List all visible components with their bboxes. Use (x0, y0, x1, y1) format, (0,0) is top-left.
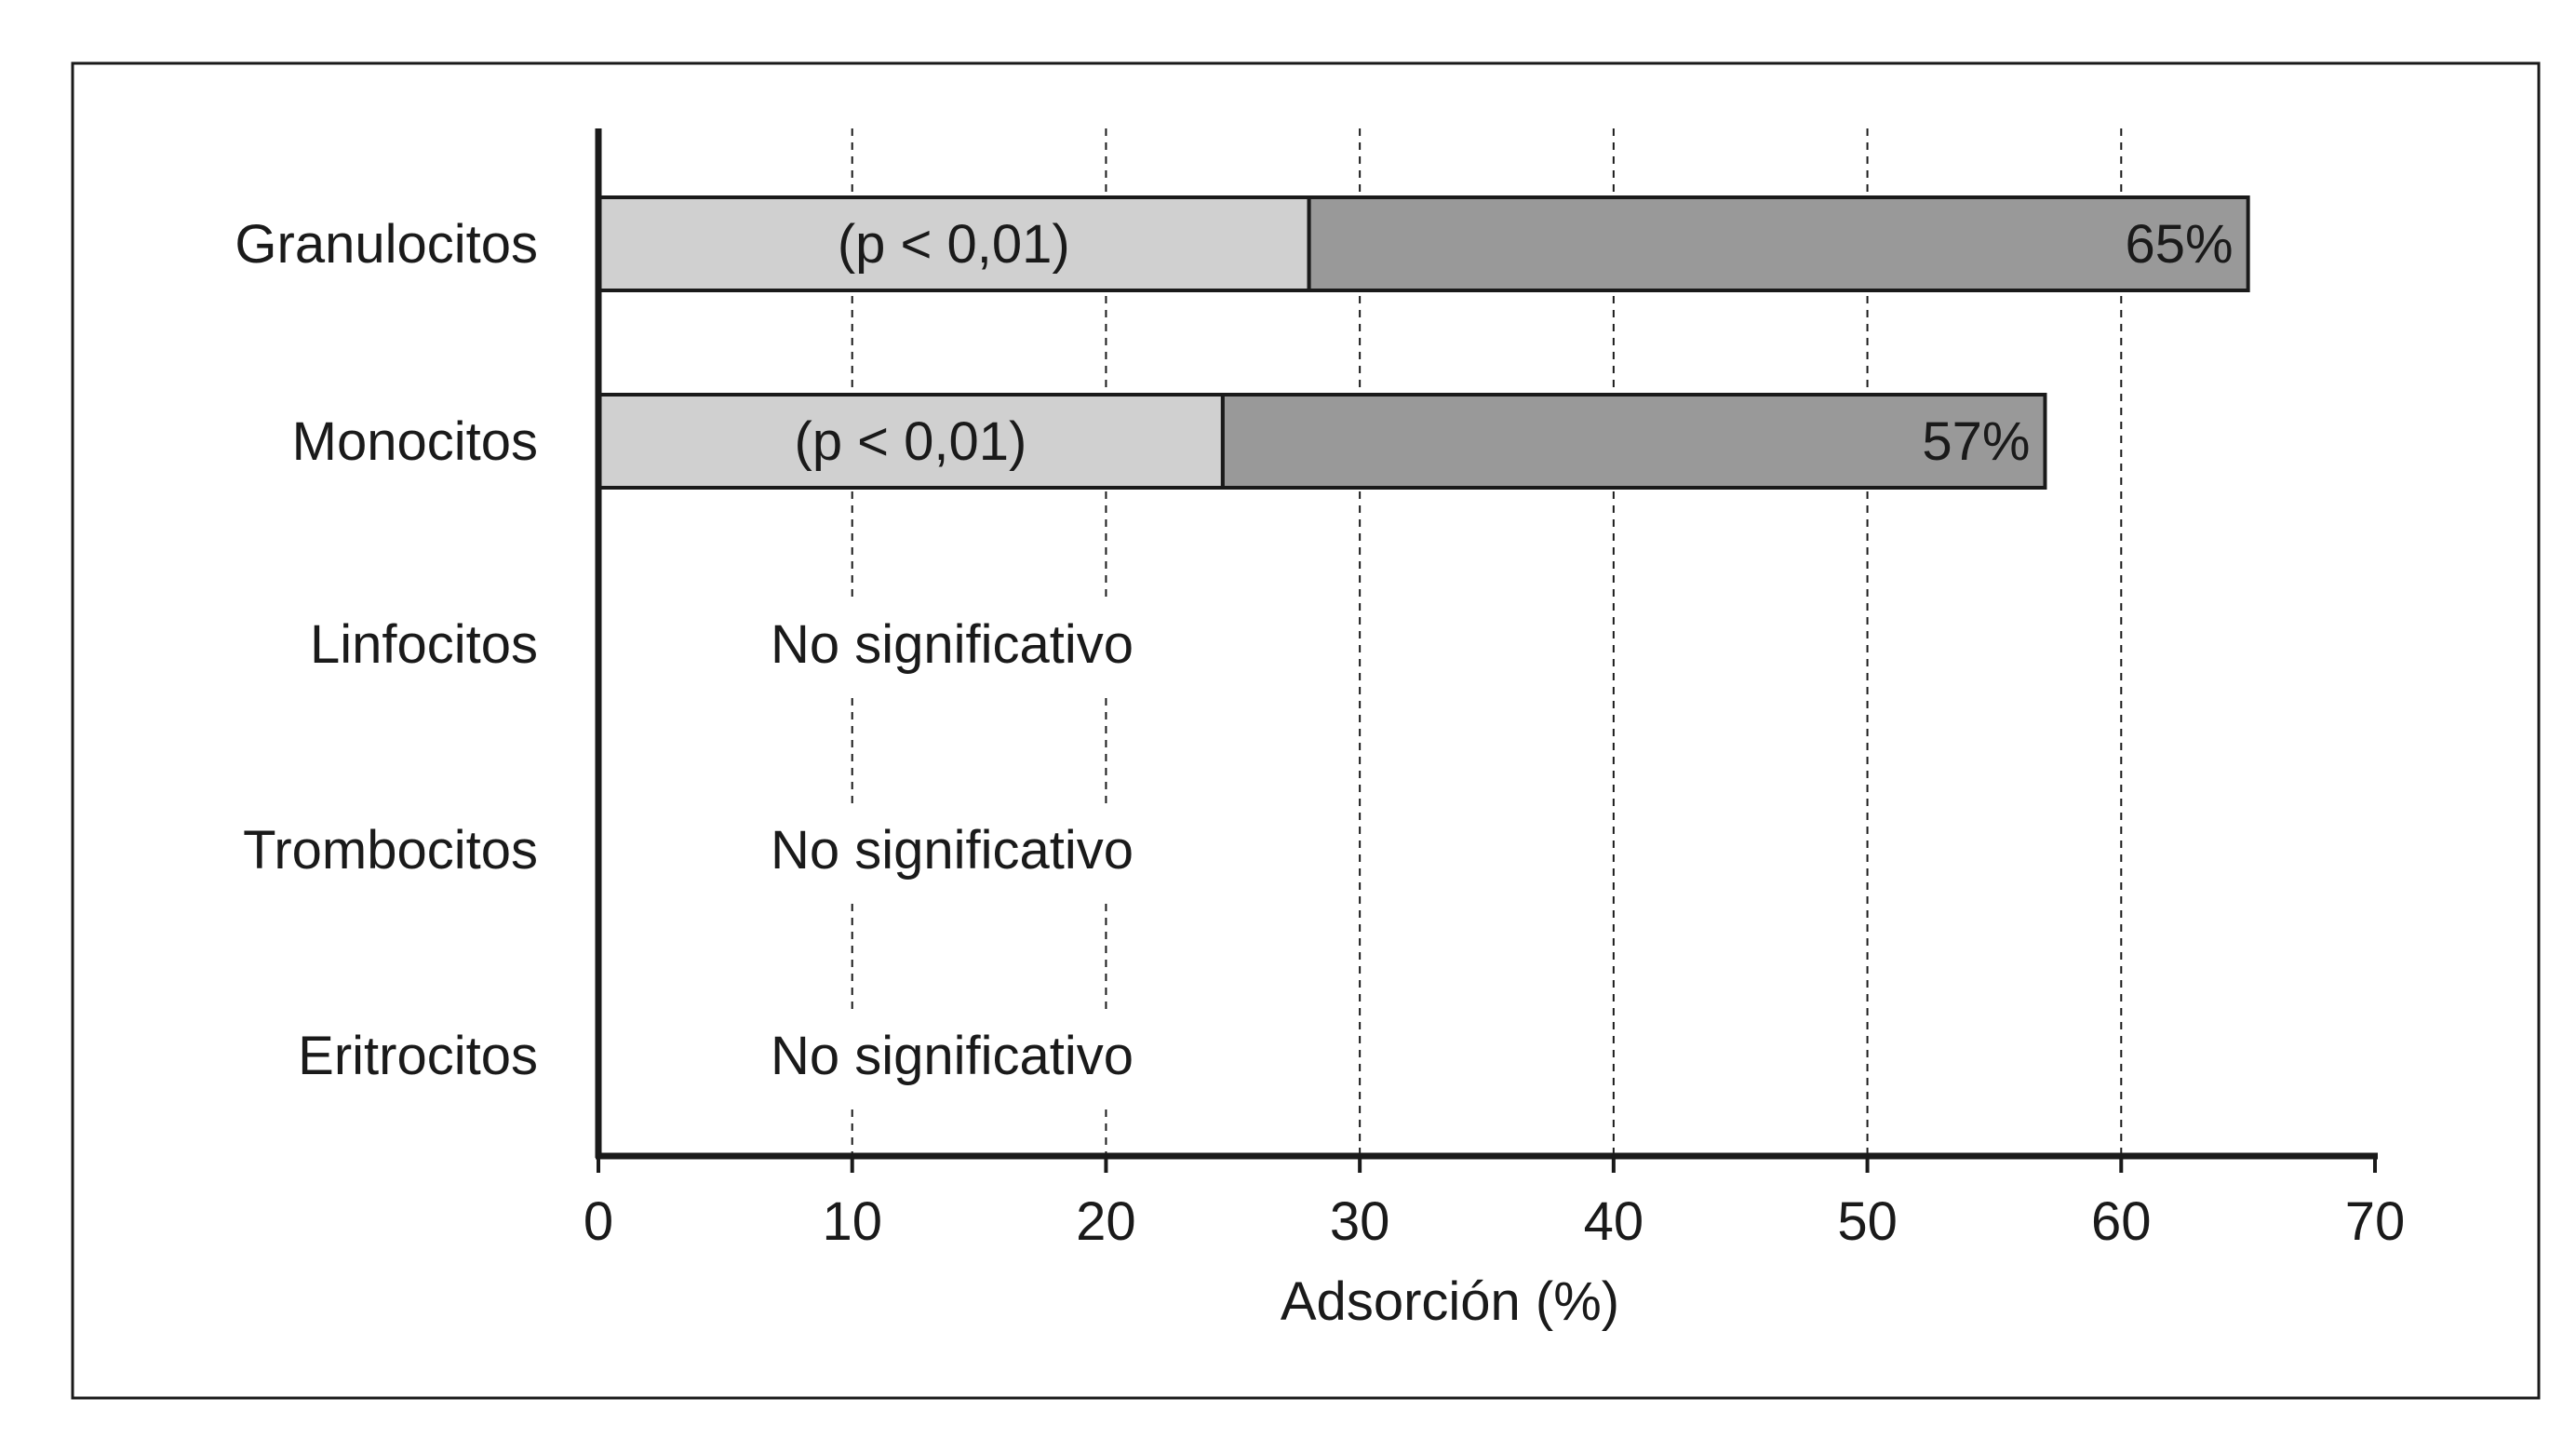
x-axis-label: Adsorción (%) (1281, 1271, 1619, 1332)
bar-total-label: 57% (1922, 411, 2030, 472)
bar-significance-label: (p < 0,01) (838, 214, 1070, 275)
bars-layer (597, 195, 2250, 490)
bar-total-label: 65% (2126, 214, 2234, 275)
axes-layer: 0 10 20 30 40 50 60 70 (584, 128, 2405, 1252)
chart-frame (71, 61, 2541, 1400)
category-label: Linfocitos (310, 614, 538, 675)
bar-significance-label: (p < 0,01) (795, 411, 1027, 472)
row-note: No significativo (771, 820, 1134, 881)
row-note: No significativo (771, 1026, 1134, 1086)
x-tick-label: 0 (584, 1191, 613, 1252)
bar-segment (597, 393, 1225, 490)
bar-segment (1307, 195, 2250, 292)
category-label: Monocitos (292, 411, 538, 472)
x-tick-label: 50 (1837, 1191, 1898, 1252)
x-tick-label: 70 (2345, 1191, 2406, 1252)
x-tick-label: 30 (1330, 1191, 1390, 1252)
category-label: Eritrocitos (298, 1026, 538, 1086)
x-tick-label: 60 (2091, 1191, 2152, 1252)
x-tick-label: 40 (1584, 1191, 1644, 1252)
labels-layer: Granulocitos Monocitos Linfocitos Trombocit… (235, 214, 2233, 1086)
x-tick-label: 20 (1076, 1191, 1136, 1252)
x-tick-label: 10 (822, 1191, 882, 1252)
bar-segment (597, 195, 1311, 292)
grid-layer (851, 128, 2123, 1156)
category-label: Trombocitos (243, 820, 538, 881)
row-note: No significativo (771, 614, 1134, 675)
category-label: Granulocitos (235, 214, 538, 275)
bar-segment (1220, 393, 2047, 490)
